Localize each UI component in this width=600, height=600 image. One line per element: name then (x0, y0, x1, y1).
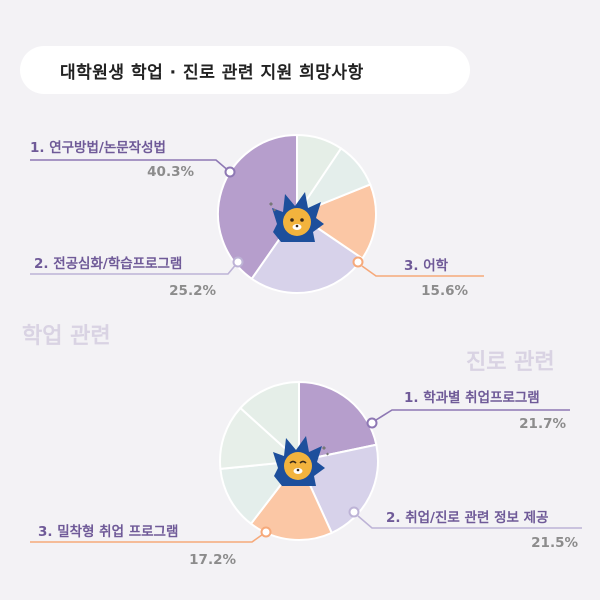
callout-0-2: 3. 어학 15.6% (352, 256, 484, 299)
pie-slice (250, 212, 364, 294)
slice-value: 15.6% (421, 283, 468, 299)
section-label-career: 진로 관련 (466, 350, 555, 375)
slice-label: 1. 연구방법/논문작성법 (30, 139, 166, 156)
pie-slice (298, 380, 378, 463)
pie-slice (238, 380, 300, 464)
slice-value: 40.3% (147, 164, 194, 180)
pie-slice (296, 133, 343, 218)
page-title: 대학원생 학업 · 진로 관련 지원 희망사항 (60, 63, 364, 83)
callout-0-0: 1. 연구방법/논문작성법 40.3% (30, 139, 236, 180)
pie-slice (219, 406, 302, 471)
slice-label: 3. 어학 (404, 257, 449, 274)
callout-1-2: 3. 밀착형 취업 프로그램 17.2% (30, 523, 272, 568)
slice-label: 2. 취업/진로 관련 정보 제공 (386, 509, 548, 526)
callout-1-0: 1. 학과별 취업프로그램 21.7% (366, 390, 570, 432)
pie-slice (294, 183, 377, 260)
slice-value: 21.7% (519, 416, 566, 432)
slice-label: 2. 전공심화/학습프로그램 (34, 255, 182, 272)
slice-value: 25.2% (169, 283, 216, 299)
pie-slice (249, 459, 334, 541)
slice-value: 17.2% (189, 552, 236, 568)
callout-1-1: 2. 취업/진로 관련 정보 제공 21.5% (348, 506, 582, 551)
slice-label: 1. 학과별 취업프로그램 (404, 390, 540, 406)
callout-0-1: 2. 전공심화/학습프로그램 25.2% (30, 255, 244, 299)
title-banner (20, 46, 470, 94)
lion-mascot-icon (273, 436, 329, 486)
slice-value: 21.5% (531, 535, 578, 551)
section-label-academic: 학업 관련 (22, 324, 111, 349)
lion-mascot-icon (269, 192, 324, 242)
slice-label: 3. 밀착형 취업 프로그램 (38, 523, 178, 540)
pie-chart-academic (217, 133, 377, 294)
